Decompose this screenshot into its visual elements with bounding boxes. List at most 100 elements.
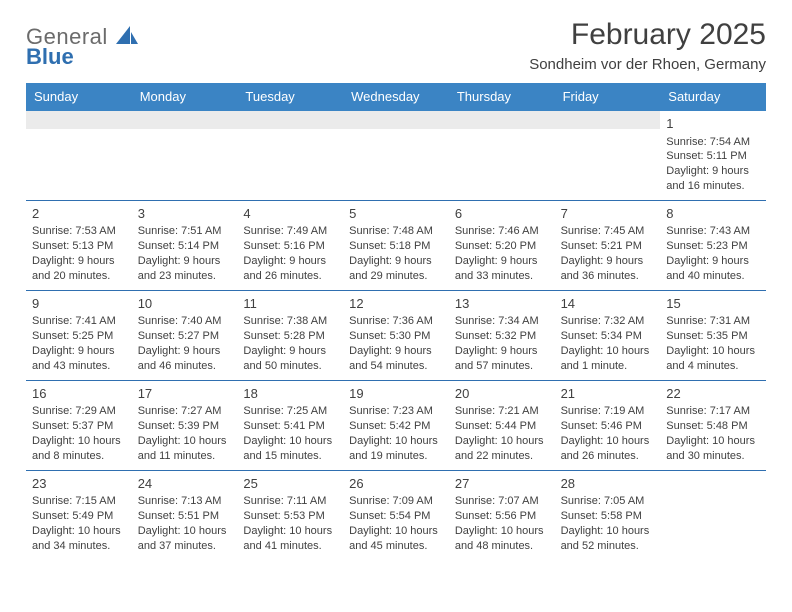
location-label: Sondheim vor der Rhoen, Germany	[529, 56, 766, 73]
day-cell: 6Sunrise: 7:46 AMSunset: 5:20 PMDaylight…	[449, 201, 555, 290]
empty-cell	[343, 111, 449, 200]
sunrise-text: Sunrise: 7:38 AM	[243, 314, 337, 329]
day-number: 13	[455, 295, 549, 313]
sunset-text: Sunset: 5:23 PM	[666, 239, 760, 254]
sunset-text: Sunset: 5:20 PM	[455, 239, 549, 254]
sunrise-text: Sunrise: 7:53 AM	[32, 224, 126, 239]
daylight-text: and 20 minutes.	[32, 269, 126, 284]
sunset-text: Sunset: 5:49 PM	[32, 509, 126, 524]
day-number: 16	[32, 385, 126, 403]
sunrise-text: Sunrise: 7:54 AM	[666, 135, 760, 150]
day-cell: 25Sunrise: 7:11 AMSunset: 5:53 PMDayligh…	[237, 471, 343, 560]
calendar-row: 2Sunrise: 7:53 AMSunset: 5:13 PMDaylight…	[26, 200, 766, 290]
daylight-text: and 19 minutes.	[349, 449, 443, 464]
empty-band	[26, 111, 132, 129]
day-number: 6	[455, 205, 549, 223]
calendar-row: 16Sunrise: 7:29 AMSunset: 5:37 PMDayligh…	[26, 380, 766, 470]
sunset-text: Sunset: 5:14 PM	[138, 239, 232, 254]
day-cell: 2Sunrise: 7:53 AMSunset: 5:13 PMDaylight…	[26, 201, 132, 290]
sunset-text: Sunset: 5:13 PM	[32, 239, 126, 254]
daylight-text: Daylight: 10 hours	[349, 524, 443, 539]
day-number: 19	[349, 385, 443, 403]
sunset-text: Sunset: 5:54 PM	[349, 509, 443, 524]
empty-band	[555, 111, 661, 129]
daylight-text: Daylight: 9 hours	[32, 344, 126, 359]
sunrise-text: Sunrise: 7:25 AM	[243, 404, 337, 419]
day-number: 17	[138, 385, 232, 403]
daylight-text: Daylight: 10 hours	[32, 434, 126, 449]
empty-cell	[555, 111, 661, 200]
calendar-body: 1Sunrise: 7:54 AMSunset: 5:11 PMDaylight…	[26, 111, 766, 560]
daylight-text: and 54 minutes.	[349, 359, 443, 374]
day-cell: 20Sunrise: 7:21 AMSunset: 5:44 PMDayligh…	[449, 381, 555, 470]
sunrise-text: Sunrise: 7:11 AM	[243, 494, 337, 509]
weekday-head: Wednesday	[343, 83, 449, 111]
sunrise-text: Sunrise: 7:40 AM	[138, 314, 232, 329]
sunset-text: Sunset: 5:44 PM	[455, 419, 549, 434]
day-number: 21	[561, 385, 655, 403]
sunrise-text: Sunrise: 7:46 AM	[455, 224, 549, 239]
day-number: 20	[455, 385, 549, 403]
daylight-text: Daylight: 10 hours	[243, 524, 337, 539]
daylight-text: and 26 minutes.	[561, 449, 655, 464]
day-cell: 8Sunrise: 7:43 AMSunset: 5:23 PMDaylight…	[660, 201, 766, 290]
sunset-text: Sunset: 5:34 PM	[561, 329, 655, 344]
daylight-text: and 36 minutes.	[561, 269, 655, 284]
sunset-text: Sunset: 5:42 PM	[349, 419, 443, 434]
daylight-text: and 15 minutes.	[243, 449, 337, 464]
day-number: 7	[561, 205, 655, 223]
daylight-text: Daylight: 10 hours	[561, 434, 655, 449]
daylight-text: and 30 minutes.	[666, 449, 760, 464]
day-cell: 13Sunrise: 7:34 AMSunset: 5:32 PMDayligh…	[449, 291, 555, 380]
page-header: General Blue February 2025 Sondheim vor …	[26, 18, 766, 73]
daylight-text: Daylight: 9 hours	[349, 254, 443, 269]
day-cell: 4Sunrise: 7:49 AMSunset: 5:16 PMDaylight…	[237, 201, 343, 290]
daylight-text: and 1 minute.	[561, 359, 655, 374]
daylight-text: Daylight: 9 hours	[561, 254, 655, 269]
day-cell: 9Sunrise: 7:41 AMSunset: 5:25 PMDaylight…	[26, 291, 132, 380]
day-cell: 11Sunrise: 7:38 AMSunset: 5:28 PMDayligh…	[237, 291, 343, 380]
sunrise-text: Sunrise: 7:49 AM	[243, 224, 337, 239]
sunset-text: Sunset: 5:28 PM	[243, 329, 337, 344]
sunrise-text: Sunrise: 7:32 AM	[561, 314, 655, 329]
daylight-text: and 40 minutes.	[666, 269, 760, 284]
sunset-text: Sunset: 5:46 PM	[561, 419, 655, 434]
daylight-text: Daylight: 10 hours	[666, 344, 760, 359]
day-number: 23	[32, 475, 126, 493]
month-title: February 2025	[529, 18, 766, 52]
daylight-text: and 11 minutes.	[138, 449, 232, 464]
sunset-text: Sunset: 5:41 PM	[243, 419, 337, 434]
calendar-page: General Blue February 2025 Sondheim vor …	[0, 0, 792, 560]
daylight-text: Daylight: 9 hours	[455, 344, 549, 359]
day-cell: 17Sunrise: 7:27 AMSunset: 5:39 PMDayligh…	[132, 381, 238, 470]
day-number: 3	[138, 205, 232, 223]
sunrise-text: Sunrise: 7:13 AM	[138, 494, 232, 509]
day-cell: 3Sunrise: 7:51 AMSunset: 5:14 PMDaylight…	[132, 201, 238, 290]
daylight-text: Daylight: 9 hours	[455, 254, 549, 269]
daylight-text: and 34 minutes.	[32, 539, 126, 554]
sunset-text: Sunset: 5:18 PM	[349, 239, 443, 254]
daylight-text: Daylight: 9 hours	[138, 254, 232, 269]
sunset-text: Sunset: 5:27 PM	[138, 329, 232, 344]
empty-cell	[449, 111, 555, 200]
day-cell: 15Sunrise: 7:31 AMSunset: 5:35 PMDayligh…	[660, 291, 766, 380]
day-number: 25	[243, 475, 337, 493]
day-cell: 19Sunrise: 7:23 AMSunset: 5:42 PMDayligh…	[343, 381, 449, 470]
day-cell: 5Sunrise: 7:48 AMSunset: 5:18 PMDaylight…	[343, 201, 449, 290]
day-cell: 16Sunrise: 7:29 AMSunset: 5:37 PMDayligh…	[26, 381, 132, 470]
day-cell: 18Sunrise: 7:25 AMSunset: 5:41 PMDayligh…	[237, 381, 343, 470]
empty-cell	[660, 471, 766, 560]
daylight-text: Daylight: 10 hours	[455, 434, 549, 449]
sunset-text: Sunset: 5:53 PM	[243, 509, 337, 524]
sunrise-text: Sunrise: 7:05 AM	[561, 494, 655, 509]
daylight-text: and 50 minutes.	[243, 359, 337, 374]
sunset-text: Sunset: 5:30 PM	[349, 329, 443, 344]
daylight-text: Daylight: 9 hours	[243, 344, 337, 359]
day-cell: 7Sunrise: 7:45 AMSunset: 5:21 PMDaylight…	[555, 201, 661, 290]
daylight-text: Daylight: 9 hours	[666, 164, 760, 179]
day-number: 1	[666, 115, 760, 133]
daylight-text: and 52 minutes.	[561, 539, 655, 554]
calendar-row: 9Sunrise: 7:41 AMSunset: 5:25 PMDaylight…	[26, 290, 766, 380]
daylight-text: Daylight: 9 hours	[666, 254, 760, 269]
weekday-head: Monday	[132, 83, 238, 111]
